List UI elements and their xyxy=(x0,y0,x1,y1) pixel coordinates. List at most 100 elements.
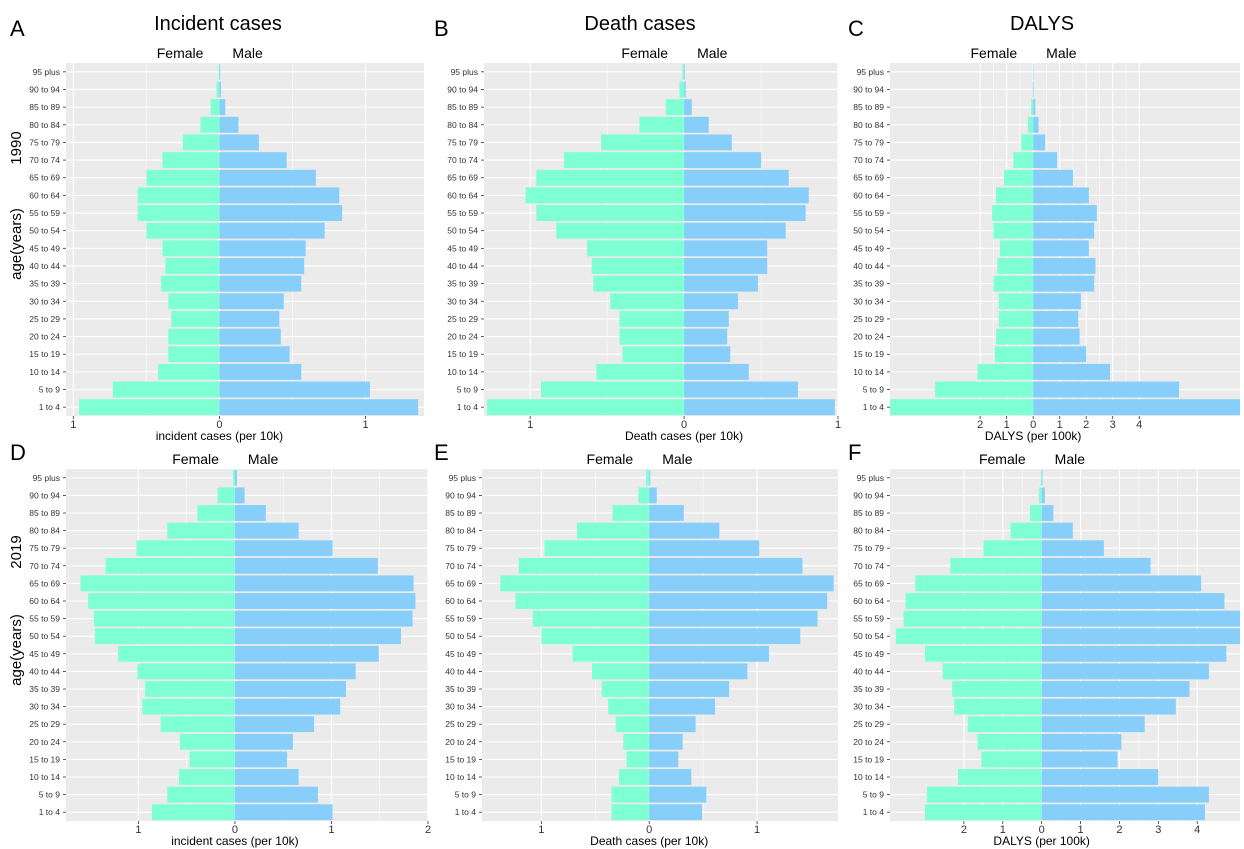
bar-male xyxy=(234,645,379,662)
x-axis-title: DALYS (per 100k) xyxy=(993,834,1090,848)
legend-male: Male xyxy=(1046,45,1077,61)
bar-female xyxy=(1040,469,1042,486)
bar-female xyxy=(142,698,235,715)
bar-female xyxy=(619,328,685,345)
y-tick-label: 60 to 64 xyxy=(447,190,478,200)
bar-female xyxy=(958,769,1042,785)
y-tick-label: 85 to 89 xyxy=(445,508,476,518)
bar-male xyxy=(219,293,284,310)
y-tick-label: 20 to 24 xyxy=(853,332,884,342)
bar-male xyxy=(219,328,281,345)
y-tick-label: 60 to 64 xyxy=(29,190,60,200)
bar-female xyxy=(518,557,650,574)
y-tick-label: 5 to 9 xyxy=(455,790,477,800)
bar-female xyxy=(952,681,1042,697)
y-tick-label: 1 to 4 xyxy=(39,402,61,412)
panel-background xyxy=(890,469,1240,821)
x-tick-label: 3 xyxy=(1110,419,1116,431)
x-tick-label: 0 xyxy=(232,824,238,836)
y-tick-label: 80 to 84 xyxy=(445,526,476,536)
y-tick-label: 55 to 59 xyxy=(29,614,60,624)
bar-female xyxy=(200,116,220,133)
x-tick-label: 1 xyxy=(135,824,141,836)
bar-female xyxy=(217,487,235,504)
y-tick-label: 35 to 39 xyxy=(29,684,60,694)
y-tick-label: 5 to 9 xyxy=(457,385,479,395)
bar-male xyxy=(1033,187,1089,204)
bar-male xyxy=(1041,593,1225,609)
x-tick-label: 2 xyxy=(1116,824,1122,836)
y-tick-label: 10 to 14 xyxy=(445,772,476,782)
y-tick-label: 25 to 29 xyxy=(853,314,884,324)
bar-male xyxy=(1033,222,1095,239)
bar-male xyxy=(649,505,684,521)
bar-female xyxy=(540,381,685,398)
legend-female: Female xyxy=(621,45,668,61)
y-tick-label: 20 to 24 xyxy=(853,737,884,747)
y-tick-label: 35 to 39 xyxy=(445,684,476,694)
y-tick-label: 10 to 14 xyxy=(29,367,60,377)
y-tick-label: 40 to 44 xyxy=(29,666,60,676)
x-tick-label: 4 xyxy=(1136,419,1142,431)
bar-female xyxy=(967,716,1042,733)
bar-female xyxy=(167,522,235,539)
bar-female xyxy=(158,363,220,380)
y-tick-label: 25 to 29 xyxy=(447,314,478,324)
bar-female xyxy=(591,258,685,274)
y-tick-label: 55 to 59 xyxy=(853,614,884,624)
panel-a: 1 to 4 5 to 9 10 to 14 15 to 19 20 to 24 25 t… xyxy=(29,45,424,443)
bar-male xyxy=(649,663,748,680)
y-tick-label: 50 to 54 xyxy=(29,631,60,641)
x-tick-label: 0 xyxy=(681,419,687,431)
y-tick-label: 35 to 39 xyxy=(29,279,60,289)
x-tick-label: 1 xyxy=(835,419,841,431)
y-tick-label: 20 to 24 xyxy=(447,332,478,342)
bar-male xyxy=(219,222,325,239)
bar-male xyxy=(649,751,679,768)
x-tick-label: 3 xyxy=(1155,824,1161,836)
y-tick-label: 65 to 69 xyxy=(445,578,476,588)
bar-male xyxy=(1033,99,1036,116)
bar-female xyxy=(105,557,235,574)
y-tick-label: 15 to 19 xyxy=(853,754,884,764)
bar-male xyxy=(1041,733,1122,750)
y-tick-label: 80 to 84 xyxy=(447,120,478,130)
bar-male xyxy=(1033,152,1058,169)
panel-letter-f: F xyxy=(848,440,861,465)
bar-female xyxy=(536,205,685,221)
bar-male xyxy=(684,134,732,151)
bar-female xyxy=(216,81,220,98)
y-tick-label: 60 to 64 xyxy=(853,596,884,606)
bar-female xyxy=(146,222,220,239)
y-tick-label: 40 to 44 xyxy=(29,261,60,271)
x-axis-title: DALYS (per 100k) xyxy=(985,429,1082,443)
bar-male xyxy=(234,681,346,697)
x-tick-label: 1 xyxy=(328,824,334,836)
y-tick-label: 15 to 19 xyxy=(853,349,884,359)
legend-female: Female xyxy=(172,451,219,467)
y-tick-label: 5 to 9 xyxy=(863,385,885,395)
bar-male xyxy=(1041,505,1054,521)
y-tick-label: 50 to 54 xyxy=(447,226,478,236)
panel-background xyxy=(482,469,838,821)
bar-female xyxy=(556,222,685,239)
bar-male xyxy=(1033,275,1095,292)
bar-female xyxy=(532,610,650,627)
row-year-1990: 1990 xyxy=(8,131,25,164)
bar-male xyxy=(1033,169,1073,186)
y-tick-label: 15 to 19 xyxy=(29,349,60,359)
bar-male xyxy=(1041,469,1043,486)
bar-male xyxy=(649,628,801,645)
bar-female xyxy=(500,575,650,592)
bar-male xyxy=(649,804,703,821)
y-tick-label: 80 to 84 xyxy=(29,120,60,130)
y-tick-label: 90 to 94 xyxy=(29,84,60,94)
y-tick-label: 50 to 54 xyxy=(853,226,884,236)
x-tick-label: 0 xyxy=(646,824,652,836)
bar-male xyxy=(684,310,729,327)
y-tick-label: 70 to 74 xyxy=(853,155,884,165)
bar-female xyxy=(168,293,220,310)
y-tick-label: 70 to 74 xyxy=(29,155,60,165)
bar-male xyxy=(219,240,306,257)
x-tick-label: 0 xyxy=(216,419,222,431)
